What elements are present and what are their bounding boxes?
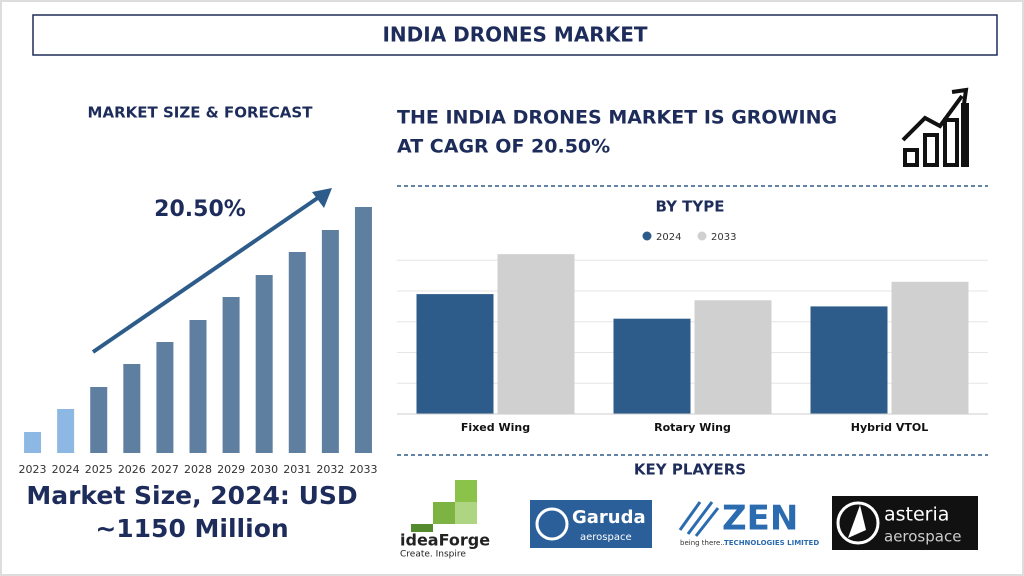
bar <box>321 230 339 453</box>
market-size: Market Size, 2024: USD <box>26 481 357 510</box>
bar <box>354 207 372 453</box>
bar <box>497 254 575 414</box>
bar <box>255 275 273 453</box>
x-tick-label: 2030 <box>250 463 278 476</box>
bar <box>416 294 494 414</box>
x-tick-label: 2026 <box>118 463 146 476</box>
chart-title: BY TYPE <box>655 198 724 216</box>
bar <box>189 320 207 453</box>
logo-name: Garuda <box>572 507 646 528</box>
cagr-annotation: 20.50% <box>154 197 246 222</box>
logo-subtitle: TECHNOLOGIES LIMITED <box>724 539 819 547</box>
logo-ideaforge: ideaForge Create. Inspire <box>400 480 490 560</box>
logo-name: ZEN <box>722 499 798 539</box>
logo-name: asteria <box>884 504 949 526</box>
bar <box>222 297 240 453</box>
bar <box>288 252 306 453</box>
x-tick-label: 2029 <box>217 463 245 476</box>
logo-zen: ZEN being there... TECHNOLOGIES LIMITED <box>678 499 819 547</box>
logo-tagline: Create. Inspire <box>400 550 466 560</box>
logo-tagline: aerospace <box>580 532 632 543</box>
x-tick-label: 2032 <box>316 463 344 476</box>
x-tick-label: 2031 <box>283 463 311 476</box>
bar <box>694 300 772 414</box>
section-title: KEY PLAYERS <box>634 461 746 479</box>
headline: THE INDIA DRONES MARKET IS GROWING <box>397 107 837 129</box>
growth-icon <box>901 87 969 167</box>
bar <box>123 364 141 453</box>
page-title: INDIA DRONES MARKET <box>382 23 647 47</box>
arrow-head <box>312 188 332 208</box>
x-tick-label: 2023 <box>19 463 47 476</box>
logo-asteria: asteria aerospace <box>832 496 978 550</box>
logo-tagline: aerospace <box>884 528 961 546</box>
x-tick-label: 2028 <box>184 463 212 476</box>
legend-label: 2033 <box>711 232 736 243</box>
bar <box>90 387 108 453</box>
bar <box>156 342 174 453</box>
logo-garuda: Garuda aerospace <box>530 500 652 548</box>
bar <box>810 306 888 414</box>
title-box <box>32 14 998 56</box>
legend-swatch <box>697 231 707 241</box>
x-tick-label: 2033 <box>349 463 377 476</box>
bar <box>57 409 75 453</box>
chart-title: MARKET SIZE & FORECAST <box>88 104 314 122</box>
bar <box>613 318 691 414</box>
x-tick-label: Fixed Wing <box>461 421 530 434</box>
x-tick-label: 2024 <box>52 463 80 476</box>
bar <box>24 432 42 453</box>
x-tick-label: 2025 <box>85 463 113 476</box>
bar <box>891 281 969 414</box>
headline: AT CAGR OF 20.50% <box>397 136 610 158</box>
x-tick-label: Rotary Wing <box>654 421 731 434</box>
logo-name: ideaForge <box>400 531 490 550</box>
legend-swatch <box>642 231 652 241</box>
market-size: ~1150 Million <box>95 514 288 543</box>
logo-tagline: being there... <box>680 539 727 547</box>
x-tick-label: 2027 <box>151 463 179 476</box>
legend-label: 2024 <box>656 232 681 243</box>
growth-arrow <box>91 193 324 354</box>
x-tick-label: Hybrid VTOL <box>851 421 929 434</box>
